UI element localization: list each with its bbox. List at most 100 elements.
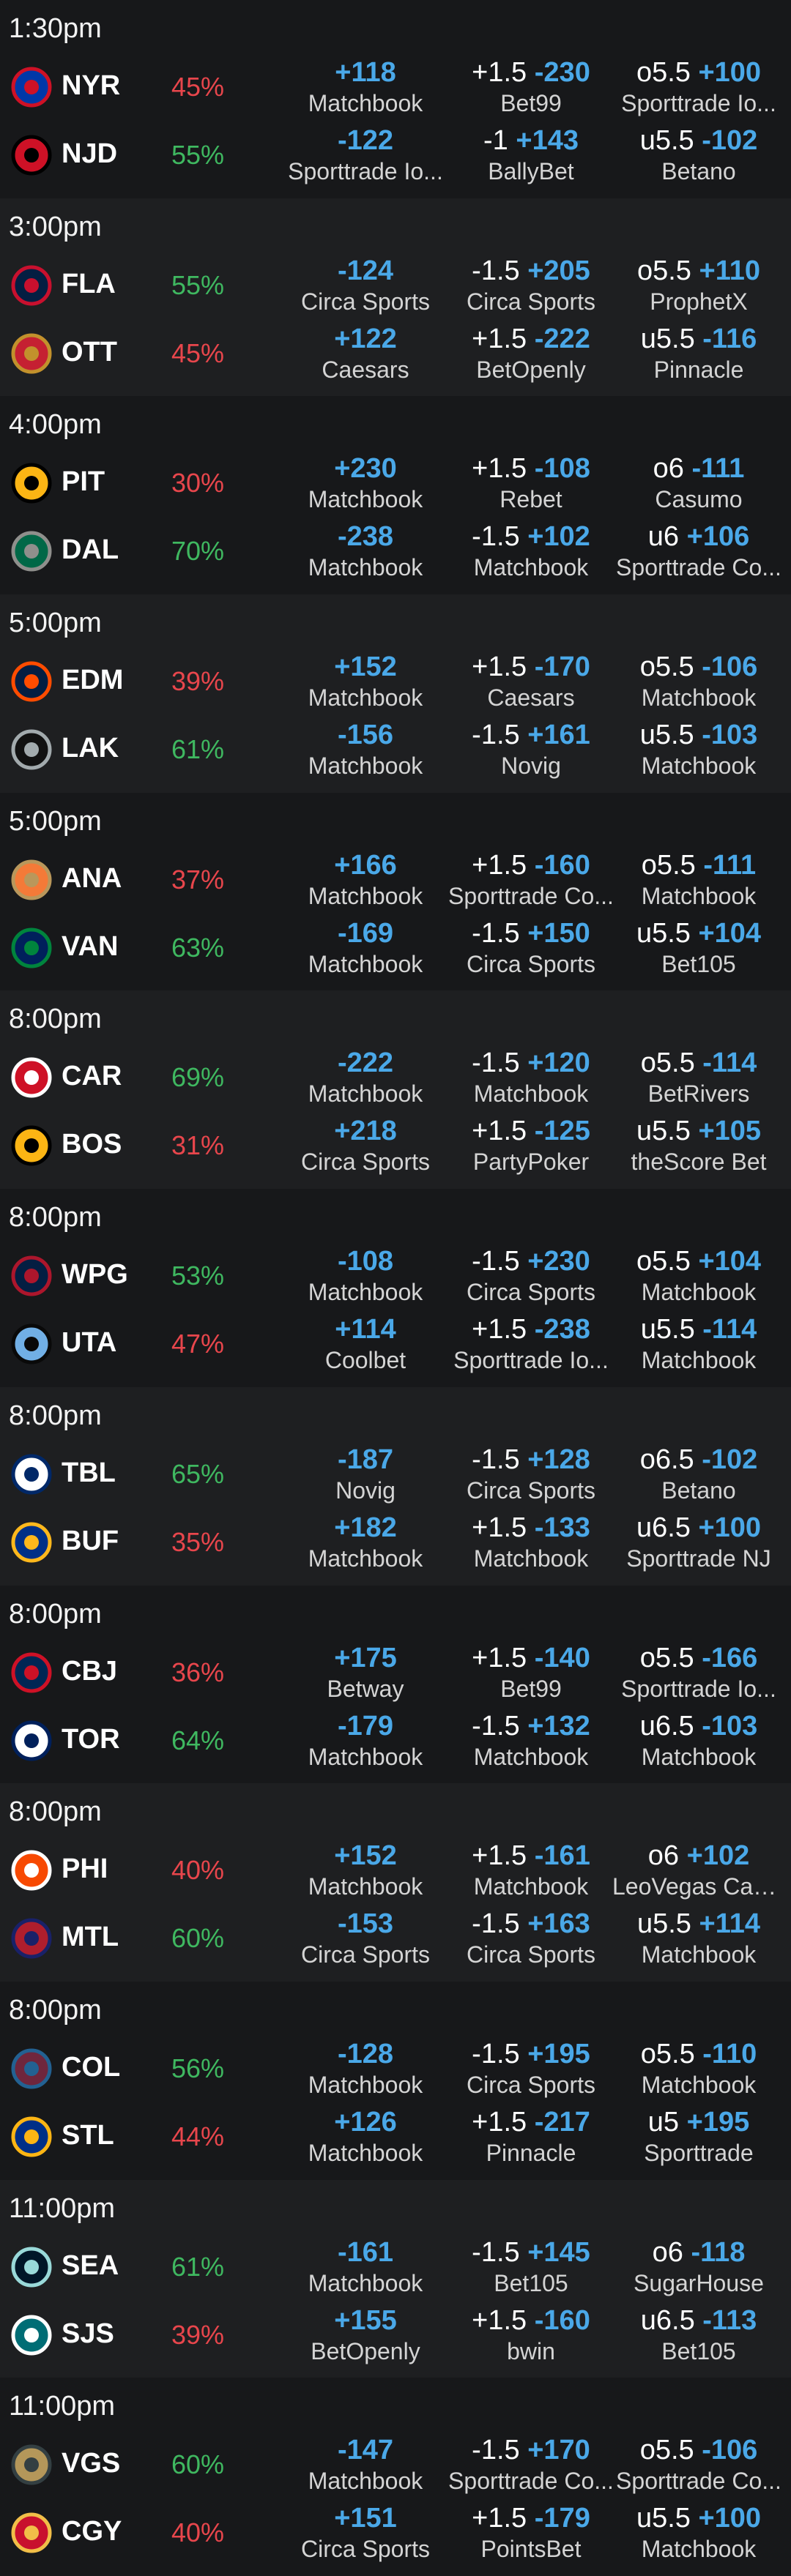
- team-abbr[interactable]: CBJ: [62, 1655, 118, 1687]
- team-row[interactable]: PIT 30% +230 Matchbook +1.5 -108 Rebet o6 -111…: [0, 449, 791, 517]
- team-row[interactable]: UTA 47% +114 Coolbet +1.5 -238 Sporttrade Io.…: [0, 1310, 791, 1378]
- total-cell[interactable]: u5.5 -114 Matchbook: [612, 1313, 785, 1374]
- team-row[interactable]: COL 56% -128 Matchbook -1.5 +195 Circa Sports…: [0, 2034, 791, 2102]
- team-abbr[interactable]: UTA: [62, 1327, 117, 1359]
- team-row[interactable]: BOS 31% +218 Circa Sports +1.5 -125 PartyPoke…: [0, 1111, 791, 1179]
- spread-cell[interactable]: -1 +143 BallyBet: [447, 124, 615, 185]
- spread-cell[interactable]: +1.5 -140 Bet99: [447, 1641, 615, 1703]
- spread-cell[interactable]: +1.5 -161 Matchbook: [447, 1839, 615, 1900]
- spread-cell[interactable]: -1.5 +195 Circa Sports: [447, 2037, 615, 2099]
- moneyline-cell[interactable]: -187 Novig: [281, 1443, 450, 1504]
- spread-cell[interactable]: -1.5 +205 Circa Sports: [447, 254, 615, 316]
- team-row[interactable]: SJS 39% +155 BetOpenly +1.5 -160 bwin u6.5 -11…: [0, 2301, 791, 2369]
- total-cell[interactable]: o5.5 -114 BetRivers: [612, 1046, 785, 1108]
- game-card[interactable]: 1:30pm NYR 45% +118 Matchbook +1.5 -230 Bet99 o…: [0, 0, 791, 198]
- moneyline-cell[interactable]: -169 Matchbook: [281, 916, 450, 978]
- spread-cell[interactable]: +1.5 -160 Sporttrade Co...: [447, 848, 615, 910]
- moneyline-cell[interactable]: +175 Betway: [281, 1641, 450, 1703]
- moneyline-cell[interactable]: -147 Matchbook: [281, 2433, 450, 2495]
- moneyline-cell[interactable]: -179 Matchbook: [281, 1709, 450, 1771]
- team-row[interactable]: ANA 37% +166 Matchbook +1.5 -160 Sporttrade C…: [0, 845, 791, 914]
- game-card[interactable]: 8:00pm WPG 53% -108 Matchbook -1.5 +230 Circa …: [0, 1189, 791, 1387]
- spread-cell[interactable]: +1.5 -133 Matchbook: [447, 1511, 615, 1572]
- team-row[interactable]: CBJ 36% +175 Betway +1.5 -140 Bet99 o5.5 -166 S…: [0, 1638, 791, 1706]
- game-card[interactable]: 8:00pm CAR 69% -222 Matchbook -1.5 +120 Matchb…: [0, 990, 791, 1190]
- team-abbr[interactable]: VAN: [62, 930, 119, 962]
- total-cell[interactable]: o5.5 -110 Matchbook: [612, 2037, 785, 2099]
- spread-cell[interactable]: -1.5 +120 Matchbook: [447, 1046, 615, 1108]
- total-cell[interactable]: o6 -118 SugarHouse: [612, 2236, 785, 2297]
- total-cell[interactable]: u6 +106 Sporttrade Co...: [612, 520, 785, 581]
- team-abbr[interactable]: DAL: [62, 534, 119, 566]
- spread-cell[interactable]: -1.5 +102 Matchbook: [447, 520, 615, 581]
- team-row[interactable]: DAL 70% -238 Matchbook -1.5 +102 Matchbook u6 …: [0, 517, 791, 585]
- spread-cell[interactable]: -1.5 +132 Matchbook: [447, 1709, 615, 1771]
- team-row[interactable]: PHI 40% +152 Matchbook +1.5 -161 Matchbook o6 …: [0, 1836, 791, 1904]
- spread-cell[interactable]: -1.5 +170 Sporttrade Co...: [447, 2433, 615, 2495]
- moneyline-cell[interactable]: -153 Circa Sports: [281, 1907, 450, 1968]
- total-cell[interactable]: u5 +195 Sporttrade: [612, 2105, 785, 2167]
- total-cell[interactable]: u5.5 -116 Pinnacle: [612, 322, 785, 384]
- moneyline-cell[interactable]: +152 Matchbook: [281, 1839, 450, 1900]
- team-row[interactable]: LAK 61% -156 Matchbook -1.5 +161 Novig u5.5 -1…: [0, 715, 791, 783]
- total-cell[interactable]: o6.5 -102 Betano: [612, 1443, 785, 1504]
- team-abbr[interactable]: CGY: [62, 2516, 122, 2547]
- moneyline-cell[interactable]: -128 Matchbook: [281, 2037, 450, 2099]
- team-abbr[interactable]: PIT: [62, 466, 105, 498]
- spread-cell[interactable]: +1.5 -230 Bet99: [447, 56, 615, 117]
- team-abbr[interactable]: STL: [62, 2119, 114, 2151]
- game-card[interactable]: 8:00pm TBL 65% -187 Novig -1.5 +128 Circa Spor…: [0, 1386, 791, 1586]
- spread-cell[interactable]: -1.5 +128 Circa Sports: [447, 1443, 615, 1504]
- total-cell[interactable]: o5.5 +100 Sporttrade Io...: [612, 56, 785, 117]
- moneyline-cell[interactable]: -122 Sporttrade Io...: [281, 124, 450, 185]
- team-row[interactable]: NYR 45% +118 Matchbook +1.5 -230 Bet99 o5.5 +1…: [0, 53, 791, 121]
- team-abbr[interactable]: OTT: [62, 336, 117, 367]
- team-abbr[interactable]: VGS: [62, 2448, 121, 2479]
- team-abbr[interactable]: PHI: [62, 1853, 108, 1885]
- game-card[interactable]: 11:00pm VGS 60% -147 Matchbook -1.5 +170 Sport…: [0, 2378, 791, 2576]
- team-abbr[interactable]: NYR: [62, 70, 121, 101]
- spread-cell[interactable]: +1.5 -108 Rebet: [447, 452, 615, 513]
- moneyline-cell[interactable]: +182 Matchbook: [281, 1511, 450, 1572]
- spread-cell[interactable]: +1.5 -238 Sporttrade Io...: [447, 1313, 615, 1374]
- team-row[interactable]: VGS 60% -147 Matchbook -1.5 +170 Sporttrade C…: [0, 2430, 791, 2498]
- team-abbr[interactable]: CAR: [62, 1061, 122, 1092]
- moneyline-cell[interactable]: +114 Coolbet: [281, 1313, 450, 1374]
- spread-cell[interactable]: -1.5 +145 Bet105: [447, 2236, 615, 2297]
- team-row[interactable]: STL 44% +126 Matchbook +1.5 -217 Pinnacle u5 +…: [0, 2102, 791, 2170]
- team-abbr[interactable]: WPG: [62, 1259, 128, 1291]
- spread-cell[interactable]: +1.5 -125 PartyPoker: [447, 1114, 615, 1176]
- total-cell[interactable]: o5.5 -111 Matchbook: [612, 848, 785, 910]
- team-abbr[interactable]: SEA: [62, 2250, 119, 2281]
- spread-cell[interactable]: +1.5 -170 Caesars: [447, 650, 615, 712]
- total-cell[interactable]: o6 -111 Casumo: [612, 452, 785, 513]
- moneyline-cell[interactable]: -161 Matchbook: [281, 2236, 450, 2297]
- moneyline-cell[interactable]: +166 Matchbook: [281, 848, 450, 910]
- total-cell[interactable]: u5.5 +114 Matchbook: [612, 1907, 785, 1968]
- team-abbr[interactable]: NJD: [62, 138, 118, 169]
- moneyline-cell[interactable]: +218 Circa Sports: [281, 1114, 450, 1176]
- team-abbr[interactable]: COL: [62, 2051, 121, 2083]
- moneyline-cell[interactable]: +152 Matchbook: [281, 650, 450, 712]
- team-abbr[interactable]: LAK: [62, 733, 119, 764]
- team-row[interactable]: TBL 65% -187 Novig -1.5 +128 Circa Sports o6.5…: [0, 1440, 791, 1508]
- spread-cell[interactable]: +1.5 -160 bwin: [447, 2304, 615, 2365]
- team-row[interactable]: VAN 63% -169 Matchbook -1.5 +150 Circa Sports…: [0, 914, 791, 982]
- game-card[interactable]: 8:00pm PHI 40% +152 Matchbook +1.5 -161 Matchb…: [0, 1783, 791, 1982]
- total-cell[interactable]: o5.5 -166 Sporttrade Io...: [612, 1641, 785, 1703]
- game-card[interactable]: 8:00pm CBJ 36% +175 Betway +1.5 -140 Bet99 o5.5…: [0, 1586, 791, 1784]
- spread-cell[interactable]: +1.5 -222 BetOpenly: [447, 322, 615, 384]
- team-abbr[interactable]: TBL: [62, 1457, 116, 1488]
- team-row[interactable]: NJD 55% -122 Sporttrade Io... -1 +143 BallyBe…: [0, 121, 791, 189]
- team-row[interactable]: MTL 60% -153 Circa Sports -1.5 +163 Circa Spo…: [0, 1904, 791, 1972]
- moneyline-cell[interactable]: -156 Matchbook: [281, 718, 450, 780]
- moneyline-cell[interactable]: -222 Matchbook: [281, 1046, 450, 1108]
- team-row[interactable]: TOR 64% -179 Matchbook -1.5 +132 Matchbook u6.…: [0, 1706, 791, 1774]
- team-row[interactable]: CGY 40% +151 Circa Sports +1.5 -179 PointsBet…: [0, 2498, 791, 2566]
- game-card[interactable]: 3:00pm FLA 55% -124 Circa Sports -1.5 +205 Cir…: [0, 198, 791, 397]
- team-abbr[interactable]: SJS: [62, 2318, 114, 2349]
- total-cell[interactable]: o5.5 -106 Sporttrade Co...: [612, 2433, 785, 2495]
- team-row[interactable]: CAR 69% -222 Matchbook -1.5 +120 Matchbook o5.…: [0, 1043, 791, 1111]
- moneyline-cell[interactable]: +118 Matchbook: [281, 56, 450, 117]
- spread-cell[interactable]: -1.5 +161 Novig: [447, 718, 615, 780]
